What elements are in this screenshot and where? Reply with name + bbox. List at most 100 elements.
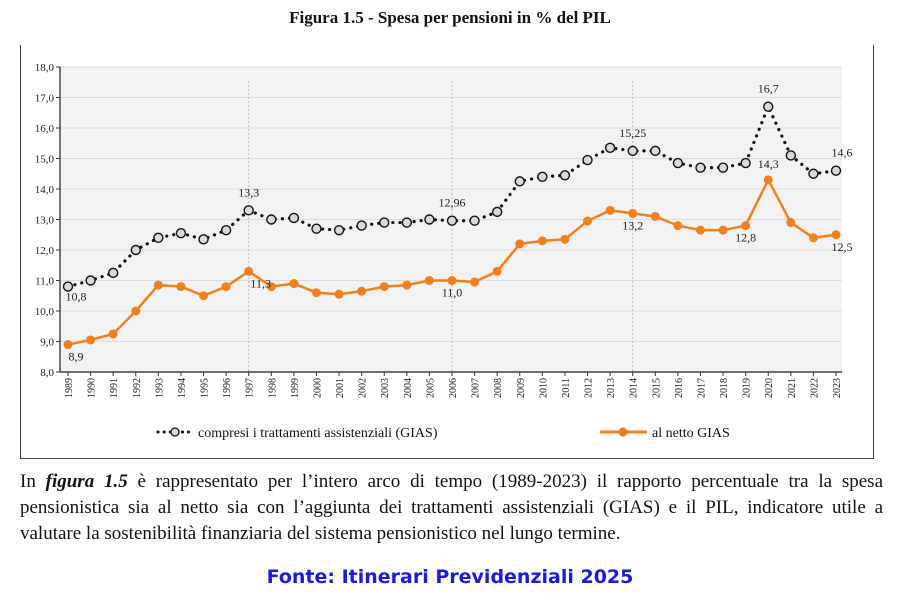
x-tick-label: 2013: [606, 378, 617, 398]
data-point-gias: [333, 224, 345, 236]
para-text: è rappresentato per l’intero arco di tem…: [20, 471, 884, 544]
data-point-gias: [491, 206, 503, 218]
data-point-netto: [763, 175, 773, 185]
data-point-gias: [175, 228, 187, 239]
x-tick-label: 1992: [132, 378, 143, 398]
data-label: 12,96: [439, 196, 466, 210]
data-point-netto: [492, 266, 502, 276]
y-tick-label: 12,0: [35, 245, 55, 257]
data-point-gias: [379, 217, 390, 228]
x-tick-label: 2007: [471, 378, 482, 398]
y-tick-label: 16,0: [35, 123, 55, 135]
x-tick-label: 2022: [809, 378, 820, 398]
legend-label-netto: al netto GIAS: [652, 426, 730, 441]
data-point-gias: [830, 165, 842, 176]
data-point-netto: [650, 211, 660, 221]
data-point-netto: [560, 234, 570, 244]
data-point-gias: [424, 214, 435, 225]
x-tick-label: 1995: [200, 378, 211, 398]
x-tick-label: 2003: [380, 378, 391, 398]
data-point-gias: [356, 220, 367, 231]
data-point-netto: [86, 335, 96, 345]
x-tick-label: 2010: [538, 378, 549, 398]
data-point-gias: [198, 234, 209, 245]
x-tick-label: 2005: [425, 378, 436, 398]
x-tick-label: 2011: [561, 378, 572, 398]
x-tick-label: 2002: [358, 378, 369, 398]
data-point-netto: [673, 221, 683, 231]
data-point-netto: [470, 277, 480, 287]
data-point-gias: [740, 157, 751, 169]
data-point-gias: [311, 223, 322, 234]
x-tick-label: 2006: [448, 378, 459, 398]
data-point-netto: [63, 340, 73, 350]
data-point-netto: [741, 221, 751, 231]
data-point-netto: [311, 288, 321, 298]
data-label: 12,5: [832, 240, 853, 254]
x-tick-label: 1998: [267, 378, 278, 398]
data-point-netto: [244, 266, 254, 276]
data-label: 14,6: [832, 146, 853, 160]
x-tick-label: 2009: [516, 378, 527, 398]
data-point-netto: [628, 208, 638, 218]
data-point-netto: [447, 276, 457, 285]
x-tick-label: 2004: [403, 378, 414, 398]
data-point-netto: [718, 225, 728, 235]
y-tick-label: 13,0: [35, 215, 55, 227]
y-tick-label: 11,0: [35, 276, 54, 288]
data-label: 13,2: [622, 218, 643, 232]
y-tick-label: 10,0: [35, 306, 55, 318]
x-tick-label: 2008: [493, 378, 504, 398]
data-point-netto: [357, 286, 367, 296]
x-tick-label: 2017: [696, 378, 707, 398]
x-tick-label: 2014: [629, 378, 640, 398]
data-point-netto: [515, 239, 525, 249]
x-tick-label: 1989: [64, 378, 75, 398]
data-point-gias: [243, 205, 254, 216]
x-tick-label: 1991: [109, 378, 120, 398]
x-tick-label: 1999: [290, 378, 301, 398]
source-note: Fonte: Itinerari Previdenziali 2025: [266, 566, 634, 588]
x-tick-label: 2019: [742, 378, 753, 398]
description-paragraph: In figura 1.5 è rappresentato per l’inte…: [20, 469, 883, 547]
data-label: 11,0: [442, 286, 463, 300]
data-point-gias: [446, 215, 458, 226]
y-tick-label: 17,0: [35, 93, 55, 105]
data-point-netto: [583, 216, 593, 226]
data-point-netto: [379, 282, 389, 292]
data-point-gias: [582, 154, 593, 166]
data-point-gias: [85, 275, 96, 286]
data-point-netto: [831, 230, 841, 240]
y-tick-label: 9,0: [40, 337, 54, 349]
data-point-netto: [221, 282, 231, 292]
data-point-netto: [786, 218, 796, 228]
legend-marker-netto: [618, 427, 628, 437]
data-point-gias: [808, 168, 819, 179]
data-point-gias: [604, 142, 616, 154]
data-label: 16,7: [758, 82, 779, 96]
line-chart: 8,0 9,0 10,0 11,0 12,0 13,0 14,0 15,0 16,0 17,0 18…: [35, 62, 853, 441]
x-tick-label: 2018: [719, 378, 730, 398]
data-point-gias: [695, 162, 706, 173]
data-point-netto: [176, 282, 186, 292]
y-tick-label: 14,0: [35, 184, 55, 196]
x-tick-label: 1994: [177, 378, 188, 398]
data-label: 11,3: [250, 276, 271, 290]
data-label: 14,3: [758, 157, 779, 171]
data-point-netto: [334, 289, 344, 299]
x-tick-label: 2000: [312, 378, 323, 398]
x-tick-label: 2016: [674, 378, 685, 398]
x-tick-label: 2020: [764, 378, 775, 398]
data-point-gias: [785, 150, 797, 161]
data-point-netto: [131, 306, 141, 316]
x-tick-label: 2001: [335, 378, 346, 398]
y-tick-label: 15,0: [35, 154, 55, 166]
x-tick-label: 2015: [651, 378, 662, 398]
para-lead: In: [20, 471, 46, 492]
data-point-gias: [62, 281, 74, 292]
y-tick-label: 18,0: [35, 62, 55, 74]
data-point-gias: [650, 145, 661, 157]
data-point-netto: [605, 205, 615, 215]
data-point-gias: [514, 176, 525, 187]
data-point-gias: [288, 212, 300, 224]
